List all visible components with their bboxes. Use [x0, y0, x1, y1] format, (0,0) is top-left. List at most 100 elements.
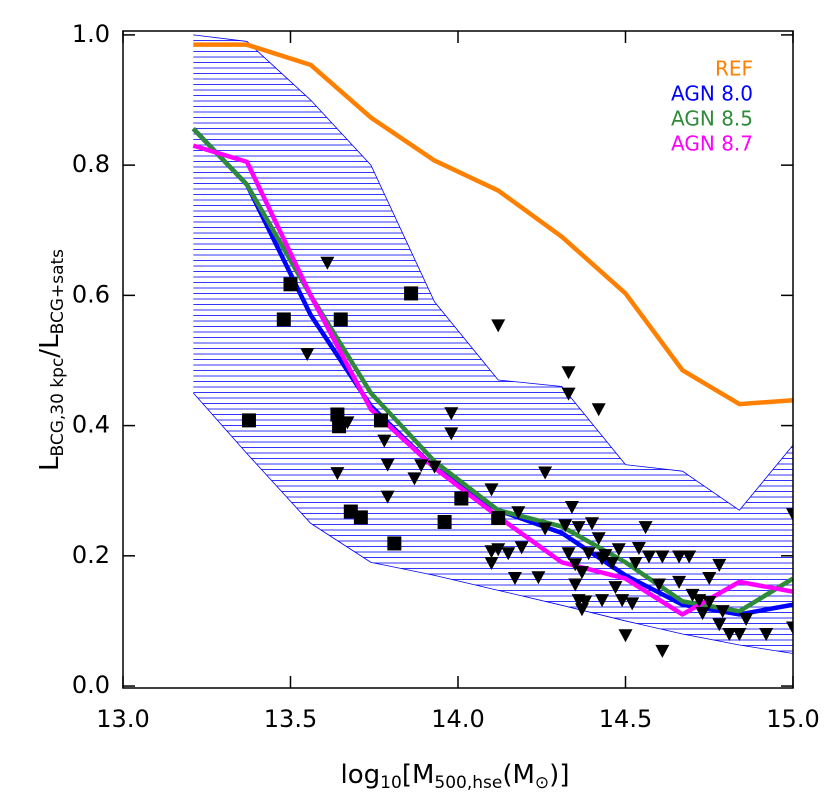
- triangle-point: [444, 427, 459, 441]
- triangle-point: [732, 627, 747, 641]
- triangle-point: [638, 521, 653, 535]
- triangle-point: [571, 521, 586, 535]
- x-tick-label: 13.5: [264, 705, 317, 733]
- square-point: [454, 491, 469, 506]
- triangle-point: [340, 416, 355, 430]
- triangle-point: [444, 407, 459, 421]
- square-point: [333, 312, 348, 327]
- triangle-point: [574, 566, 589, 580]
- triangle-point: [484, 556, 499, 570]
- triangle-point: [605, 556, 620, 570]
- triangle-point: [641, 550, 656, 564]
- square-point: [353, 510, 368, 525]
- x-tick-label: 14.5: [599, 705, 652, 733]
- square-point: [491, 511, 506, 526]
- square-point: [373, 413, 388, 428]
- triangle-point: [618, 629, 633, 643]
- triangle-point: [591, 532, 606, 546]
- triangle-point: [561, 547, 576, 561]
- triangle-point: [491, 543, 506, 557]
- triangle-point: [786, 621, 793, 635]
- triangle-point: [786, 508, 793, 522]
- triangle-point: [484, 483, 499, 497]
- triangle-point: [655, 550, 670, 564]
- triangle-point: [581, 547, 596, 561]
- triangle-point: [561, 366, 576, 380]
- triangle-point: [759, 627, 774, 641]
- y-axis-label: LBCG,30 kpc/LBCG+sats: [35, 249, 69, 471]
- triangle-point: [715, 605, 730, 619]
- legend-entry: REF: [715, 57, 753, 81]
- legend-entry: AGN 8.5: [671, 107, 753, 131]
- square-point: [437, 514, 452, 529]
- triangle-point: [611, 543, 626, 557]
- triangle-point: [722, 627, 737, 641]
- triangle-point: [631, 542, 646, 556]
- y-tick-label: 0.4: [72, 411, 110, 439]
- triangle-point: [625, 597, 640, 611]
- plot-area: [191, 34, 793, 658]
- triangle-point: [568, 578, 583, 592]
- triangle-point: [561, 387, 576, 401]
- triangle-point: [320, 256, 335, 270]
- triangle-point: [380, 458, 395, 472]
- y-tick-label: 0.8: [72, 150, 110, 178]
- triangle-point: [507, 571, 522, 585]
- triangle-point: [407, 472, 422, 486]
- triangle-point: [558, 519, 573, 533]
- legend-entry: AGN 8.0: [671, 82, 753, 106]
- triangle-point: [615, 594, 630, 608]
- square-point: [276, 312, 291, 327]
- y-tick-label: 0.0: [72, 671, 110, 699]
- band-upper: [193, 34, 793, 511]
- triangle-point: [514, 541, 529, 555]
- triangle-point: [330, 416, 345, 430]
- x-axis-label: log10[M500,hse(M⊙)]: [341, 760, 570, 794]
- triangle-point: [330, 467, 345, 481]
- triangle-point: [702, 571, 717, 585]
- triangle-point: [501, 547, 516, 561]
- triangle-point: [578, 595, 593, 609]
- triangle-point: [414, 459, 429, 473]
- triangle-point: [598, 549, 613, 563]
- triangle-point: [538, 466, 553, 480]
- triangle-point: [595, 594, 610, 608]
- legend-entry: AGN 8.7: [671, 132, 753, 156]
- band-area: [193, 34, 793, 654]
- triangle-point: [712, 618, 727, 632]
- triangle-point: [712, 558, 727, 572]
- triangle-point: [585, 517, 599, 531]
- triangle-point: [672, 550, 687, 564]
- triangle-point: [628, 556, 643, 570]
- y-tick-label: 0.6: [72, 280, 110, 308]
- triangle-point: [695, 607, 710, 621]
- band-lower: [193, 392, 793, 654]
- triangle-point: [652, 578, 666, 592]
- triangle-point: [511, 506, 526, 520]
- triangle-point: [380, 490, 395, 504]
- square-point: [283, 277, 298, 292]
- x-tick-label: 13.0: [96, 705, 149, 733]
- triangle-point: [491, 319, 506, 333]
- triangle-point: [682, 550, 697, 564]
- triangle-point: [531, 571, 546, 585]
- triangle-point: [427, 460, 442, 474]
- triangle-point: [739, 612, 754, 626]
- triangle-point: [377, 434, 392, 448]
- triangle-point: [300, 347, 315, 361]
- x-tick-label: 15.0: [766, 705, 819, 733]
- triangle-point: [564, 500, 579, 514]
- square-point: [241, 413, 256, 428]
- series-line: [193, 42, 793, 407]
- triangle-point: [608, 581, 623, 595]
- triangle-point: [568, 558, 583, 572]
- triangle-point: [685, 588, 700, 602]
- y-tick-label: 1.0: [72, 20, 110, 48]
- triangle-point: [702, 596, 717, 610]
- square-point: [387, 536, 402, 551]
- triangle-point: [538, 522, 553, 536]
- triangle-point: [692, 594, 707, 608]
- triangle-point: [672, 575, 687, 589]
- y-tick-label: 0.2: [72, 541, 110, 569]
